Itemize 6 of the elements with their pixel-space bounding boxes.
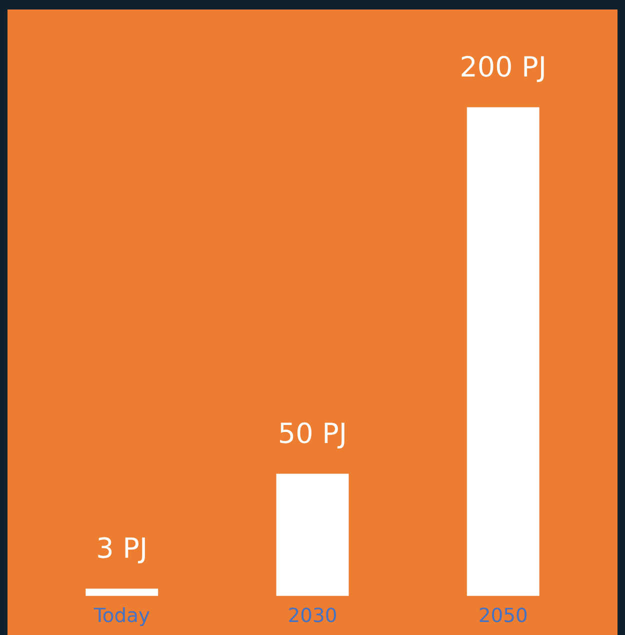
x-tick-label: 2030 xyxy=(289,608,336,622)
data-label: 50 PJ xyxy=(280,422,344,449)
data-label: 200 PJ xyxy=(462,56,544,82)
x-tick-label: Today xyxy=(94,607,150,626)
x-tick-label: 2050 xyxy=(480,608,527,622)
data-label: 3 PJ xyxy=(98,537,145,564)
